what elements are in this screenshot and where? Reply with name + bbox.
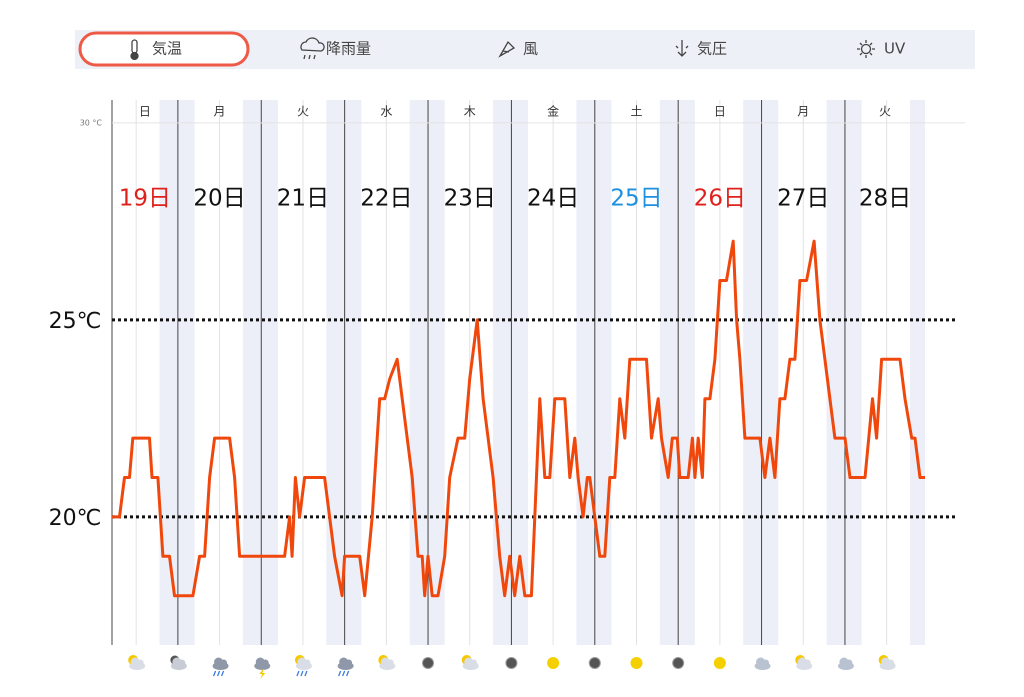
- icon-sun: [547, 657, 560, 669]
- date-label: 22日: [360, 186, 412, 212]
- icon-cloud: [887, 659, 895, 667]
- weather-icon: [713, 657, 726, 669]
- weekday-label: 月: [797, 105, 809, 119]
- night-band: [909, 100, 925, 645]
- weather-icon: [422, 657, 435, 669]
- tab-selected-border: [78, 31, 250, 67]
- icon-rain: [220, 670, 225, 677]
- night-band: [326, 100, 362, 645]
- weather-icon: [212, 657, 229, 677]
- icon-rain: [342, 670, 346, 677]
- icon-cloud: [303, 659, 311, 667]
- night-band: [159, 100, 195, 645]
- date-label: 24日: [527, 186, 579, 212]
- reference-label: 25℃: [49, 309, 102, 334]
- night-band: [409, 100, 445, 645]
- tab-label[interactable]: 風: [523, 40, 538, 58]
- weather-icon: [337, 657, 354, 677]
- icon-rain: [346, 670, 350, 677]
- tab-label[interactable]: 降雨量: [326, 40, 371, 58]
- icon-moon: [588, 657, 601, 669]
- weather-icon: [754, 657, 771, 670]
- icon-moon: [505, 657, 518, 669]
- weather-icon: [128, 655, 146, 670]
- night-band: [826, 100, 862, 645]
- night-band: [659, 100, 695, 645]
- icon-moon: [672, 657, 685, 669]
- icon-cloud: [470, 659, 478, 667]
- weekday-label: 火: [297, 105, 309, 119]
- icon-cloud: [762, 659, 770, 667]
- weather-icon: [294, 655, 312, 677]
- weekday-label: 金: [547, 104, 559, 119]
- weather-icon: [630, 657, 643, 669]
- weekday-label: 日: [139, 105, 151, 119]
- weather-icon: [878, 655, 896, 670]
- weather-icon: [795, 655, 813, 670]
- date-label: 21日: [277, 186, 329, 212]
- icon-cloud: [178, 659, 186, 667]
- night-band: [743, 100, 779, 645]
- weather-icon: [672, 657, 685, 669]
- icon-rain: [296, 670, 300, 677]
- night-band: [242, 100, 278, 645]
- date-label: 20日: [193, 186, 245, 212]
- icon-sun: [713, 657, 726, 669]
- weather-icon: [254, 657, 271, 679]
- icon-rain: [212, 670, 217, 677]
- icon-rain: [216, 670, 221, 677]
- icon-cloud: [136, 659, 144, 667]
- icon-moon: [422, 657, 435, 669]
- weather-icon: [378, 655, 396, 670]
- tab-label[interactable]: 気圧: [697, 40, 727, 58]
- date-label: 19日: [119, 186, 171, 212]
- weekday-label: 日: [714, 105, 726, 119]
- weather-icon: [505, 657, 518, 669]
- weekday-label: 木: [464, 105, 476, 119]
- date-label: 27日: [777, 186, 829, 212]
- reference-label: 20℃: [49, 506, 102, 531]
- weekday-label: 月: [214, 105, 226, 119]
- date-label: 28日: [859, 186, 911, 212]
- weekday-label: 水: [380, 105, 392, 119]
- weekday-label: 土: [630, 105, 642, 119]
- icon-rain: [304, 670, 308, 677]
- icon-cloud: [345, 659, 353, 667]
- tab-label[interactable]: UV: [884, 40, 906, 58]
- date-label: 25日: [610, 186, 662, 212]
- weather-icon: [588, 657, 601, 669]
- weather-icon: [837, 657, 854, 670]
- icon-sun: [630, 657, 643, 669]
- icon-bolt: [259, 669, 266, 679]
- weather-icon: [461, 655, 479, 670]
- night-band: [576, 100, 612, 645]
- icon-cloud: [845, 659, 853, 667]
- icon-cloud: [386, 659, 394, 667]
- icon-rain: [300, 670, 304, 677]
- y-tick-label: 30 °C: [80, 118, 103, 127]
- temperature-line: [112, 239, 925, 598]
- weather-icon: [547, 657, 560, 669]
- icon-rain: [338, 670, 342, 677]
- icon-cloud: [803, 659, 811, 667]
- icon-cloud: [220, 659, 228, 667]
- weather-icon: [170, 655, 187, 670]
- tab-label[interactable]: 気温: [152, 40, 182, 58]
- weekday-label: 火: [879, 105, 891, 119]
- date-label: 26日: [694, 186, 746, 212]
- icon-cloud: [261, 659, 269, 667]
- tab-icons: [130, 37, 875, 61]
- date-label: 23日: [444, 186, 496, 212]
